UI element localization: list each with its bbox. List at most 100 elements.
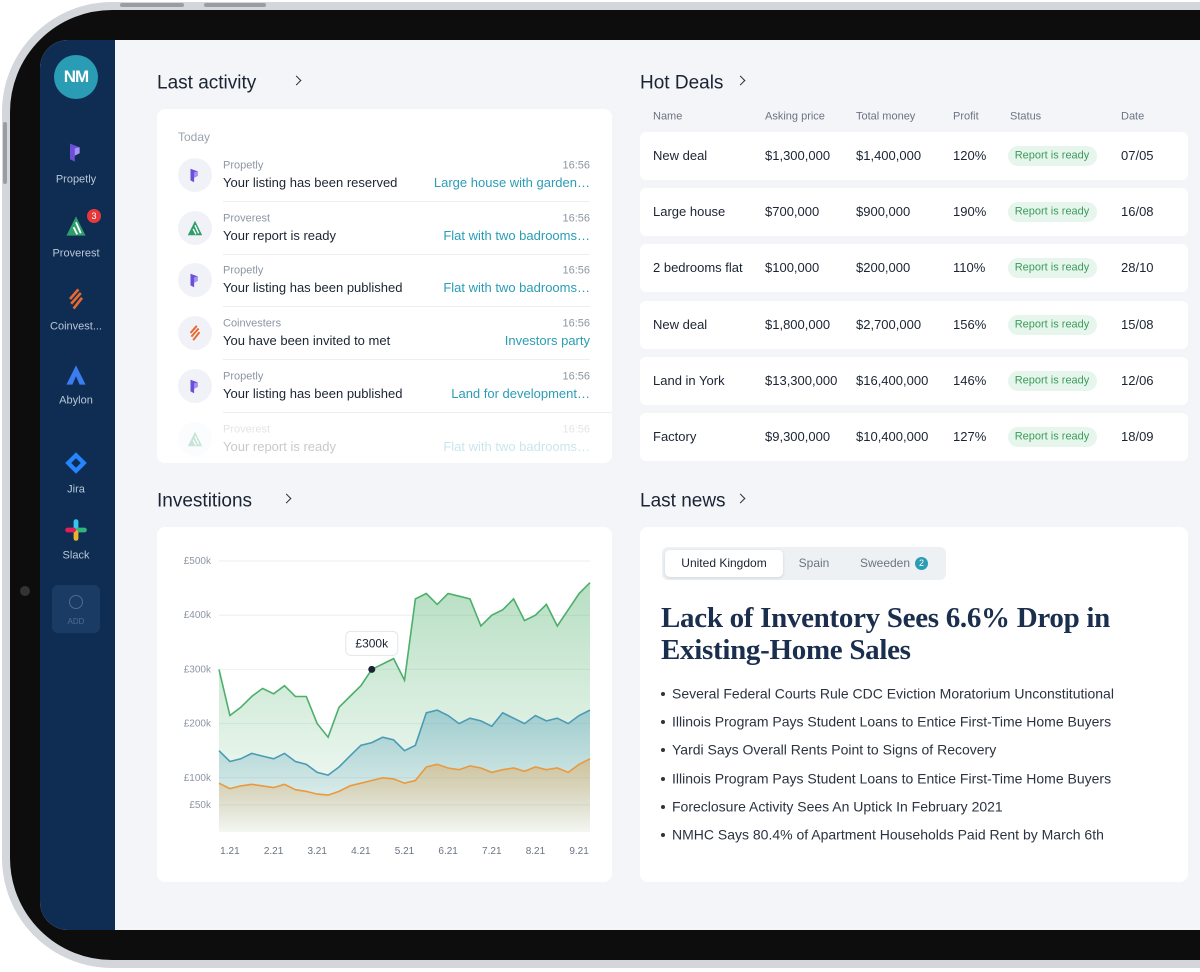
- cell: Large house: [653, 204, 726, 220]
- section-title: Investitions: [157, 490, 253, 512]
- activity-time: 16:56: [562, 317, 590, 330]
- divider: [223, 253, 590, 255]
- x-tick-label: 3.21: [307, 846, 327, 857]
- tab[interactable]: Spain: [798, 555, 830, 570]
- cell: 15/08: [1121, 316, 1154, 332]
- device-button: [3, 122, 7, 184]
- cell: 120%: [953, 148, 987, 164]
- x-tick-label: 4.21: [351, 846, 371, 857]
- status: Report is ready: [1014, 430, 1090, 443]
- tooltip-label: £300k: [355, 636, 389, 650]
- headline: Lack of Inventory Sees 6.6% Drop in Exis…: [661, 602, 1110, 666]
- activity-link[interactable]: Flat with two badrooms…: [443, 438, 590, 454]
- column-header: Total money: [856, 110, 916, 123]
- divider: [223, 359, 590, 361]
- activity-text: Your listing has been published: [223, 280, 403, 296]
- cell: 110%: [953, 260, 986, 276]
- tab[interactable]: Sweeden: [859, 555, 911, 570]
- tab[interactable]: United Kingdom: [681, 555, 767, 570]
- column-header: Date: [1121, 110, 1145, 123]
- column-header: Status: [1010, 110, 1042, 123]
- bullet: [661, 748, 665, 753]
- activity-text: You have been invited to met: [223, 333, 391, 349]
- area: [219, 758, 590, 832]
- activity-time: 16:56: [562, 422, 590, 435]
- cell: 18/09: [1121, 429, 1154, 445]
- activity-time: 16:56: [562, 159, 590, 172]
- x-tick-label: 2.21: [264, 846, 284, 857]
- activity-link[interactable]: Flat with two badrooms…: [443, 280, 590, 296]
- tab-badge: 2: [915, 557, 928, 570]
- news-item[interactable]: Several Federal Courts Rule CDC Eviction…: [672, 685, 1114, 702]
- column-header: Asking price: [765, 110, 825, 123]
- cell: $700,000: [765, 204, 820, 220]
- news-card: [640, 527, 1188, 882]
- tooltip-dot: [368, 665, 376, 673]
- y-tick-label: £300k: [184, 664, 212, 675]
- fade: [157, 463, 612, 483]
- activity-app: Coinvesters: [223, 317, 282, 330]
- y-tick-label: £200k: [184, 719, 212, 730]
- logo: NM: [54, 55, 98, 99]
- y-tick-label: £400k: [184, 610, 212, 621]
- x-tick-label: 6.21: [438, 846, 458, 857]
- status: Report is ready: [1014, 318, 1090, 330]
- status-pill: [1008, 202, 1097, 223]
- cell: $1,400,000: [856, 148, 922, 164]
- cell: New deal: [653, 316, 708, 332]
- activity-icon: [187, 220, 203, 235]
- line: [218, 758, 591, 796]
- app-icon: [66, 365, 86, 385]
- news-item[interactable]: Illinois Program Pays Student Loans to E…: [672, 770, 1112, 787]
- x-tick-label: 7.21: [482, 846, 502, 857]
- news-item[interactable]: Illinois Program Pays Student Loans to E…: [672, 713, 1112, 730]
- cell: $10,400,000: [856, 429, 929, 445]
- app-icon: [65, 519, 87, 541]
- status-pill: [1008, 314, 1097, 335]
- activity-icon: [189, 325, 201, 341]
- news-item[interactable]: NMHC Says 80.4% of Apartment Households …: [672, 826, 1104, 843]
- activity-link[interactable]: Investors party: [504, 333, 590, 349]
- app-icon: [65, 452, 87, 474]
- news-item[interactable]: Foreclosure Activity Sees An Uptick In F…: [672, 798, 1003, 815]
- status-pill: [1008, 427, 1097, 447]
- activity-time: 16:56: [562, 212, 590, 225]
- sidebar: [40, 40, 115, 930]
- activity-app: Propetly: [223, 370, 264, 383]
- activity-text: Your listing has been reserved: [223, 175, 398, 191]
- section-title: Hot Deals: [640, 72, 724, 94]
- status: Report is ready: [1014, 149, 1090, 162]
- app-label: Jira: [67, 483, 85, 496]
- divider: [223, 201, 590, 202]
- cell: $16,400,000: [856, 373, 929, 388]
- status-pill: [1008, 146, 1097, 166]
- activity-link[interactable]: Large house with garden…: [433, 175, 590, 191]
- tab-active: [665, 550, 783, 577]
- tooltip-box: [345, 630, 399, 656]
- news-item[interactable]: Yardi Says Overall Rents Point to Signs …: [672, 741, 997, 758]
- bullet: [661, 776, 665, 781]
- y-tick-label: £50k: [189, 800, 212, 811]
- activity-link[interactable]: Land for development…: [451, 386, 590, 401]
- camera: [20, 586, 30, 596]
- bullet: [661, 692, 665, 696]
- x-tick-label: 8.21: [526, 846, 546, 857]
- group-label: Today: [178, 129, 211, 144]
- app-badge: 3: [87, 209, 101, 223]
- activity-link[interactable]: Flat with two badrooms…: [443, 227, 590, 243]
- activity-text: Your report is ready: [223, 227, 336, 243]
- cell: 28/10: [1121, 260, 1154, 276]
- cell: 12/06: [1121, 373, 1154, 388]
- bullet: [661, 833, 665, 837]
- activity-time: 16:56: [562, 264, 590, 277]
- chart: £500k £400k £300k £200k £100k £50k 1.21 2.21 3.2…: [184, 556, 591, 857]
- app-label: Coinvest...: [50, 320, 102, 333]
- activity-icon-bg: [178, 421, 212, 456]
- activity-icon: [190, 274, 198, 288]
- add-icon: [69, 595, 83, 609]
- activity-card: [157, 109, 612, 463]
- add-button[interactable]: [52, 585, 100, 633]
- status: Report is ready: [1014, 374, 1090, 387]
- line: [218, 582, 591, 739]
- activity-icon: [187, 431, 203, 446]
